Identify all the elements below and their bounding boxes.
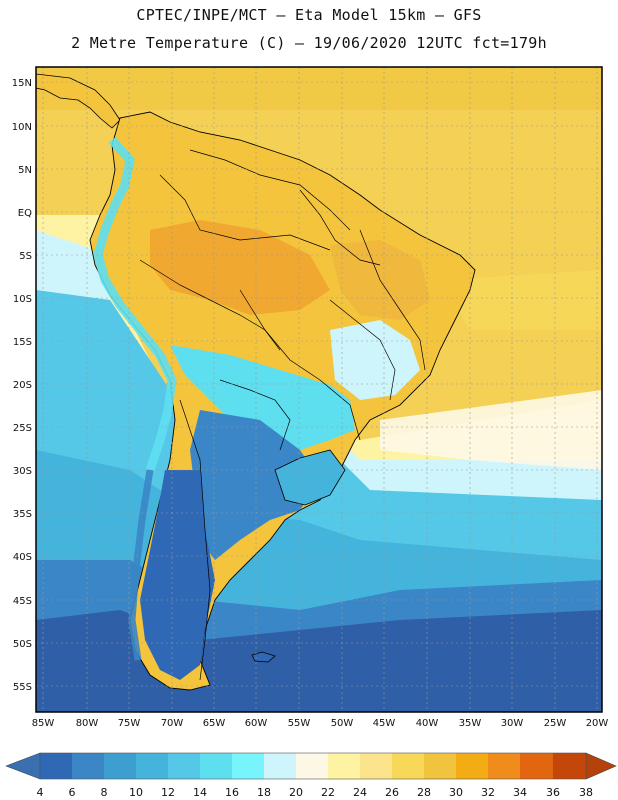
colorbar-labels: 4 6 8 10 12 14 16 18 20 22 24 26 28 30 3… [37,786,594,799]
colorbar-label: 20 [289,786,303,799]
lat-label: 55S [13,682,32,693]
lon-label: 45W [373,718,396,729]
lon-label: 60W [245,718,268,729]
lon-label: 55W [288,718,311,729]
colorbar-label: 30 [449,786,463,799]
lat-label: 35S [13,509,32,520]
colorbar-label: 18 [257,786,271,799]
lon-label: 30W [501,718,524,729]
lat-label: 45S [13,596,32,607]
patagonia-cold-zone [140,470,215,680]
lat-label: 20S [13,380,32,391]
lat-label: 25S [13,423,32,434]
colorbar-swatch [488,753,520,779]
lon-label: 80W [76,718,99,729]
colorbar-swatch [520,753,553,779]
colorbar-label: 4 [37,786,44,799]
lon-label: 70W [161,718,184,729]
colorbar-swatch [136,753,168,779]
central-america [35,73,121,129]
colorbar-swatch [328,753,360,779]
border-brazil-states-2 [329,299,396,401]
ocean-warm-patch [440,270,602,330]
lat-label: 10N [12,122,32,133]
lat-label: 30S [13,466,32,477]
colorbar-label: 32 [481,786,495,799]
border-guyanas [299,189,381,266]
border-colombia-peru [159,174,331,251]
border-paraguay [219,379,291,451]
lat-label: 40S [13,552,32,563]
colorbar-swatch [200,753,232,779]
border-venezuela-brazil [189,149,351,231]
amazon-hot-core [150,220,330,315]
colorbar-swatch [264,753,296,779]
map-frame [35,66,603,713]
colorbar-swatch [40,753,72,779]
colorbar-swatch [456,753,488,779]
colorbar-swatch [424,753,456,779]
colorbar-label: 8 [101,786,108,799]
lon-label: 50W [331,718,354,729]
colorbar [5,752,617,780]
ocean-tropical-band [36,67,602,110]
southeast-highlands [330,320,420,400]
lat-label: 5N [18,165,32,176]
colorbar-swatch [168,753,200,779]
lon-label: 85W [32,718,55,729]
colorbar-swatch [104,753,136,779]
lat-label: EQ [18,208,32,219]
lat-lon-grid [36,67,602,712]
south-central-cool-zone [170,345,355,455]
lon-label: 35W [459,718,482,729]
colorbar-label: 24 [353,786,367,799]
colorbar-label: 26 [385,786,399,799]
colorbar-swatch [553,753,586,779]
colorbar-swatch [296,753,328,779]
colorbar-swatch [72,753,104,779]
latitude-labels: 15N 10N 5N EQ 5S 10S 15S 20S 25S 30S 35S… [12,78,32,693]
lat-label: 50S [13,639,32,650]
colorbar-label: 16 [225,786,239,799]
colorbar-label: 28 [417,786,431,799]
lat-label: 5S [19,251,32,262]
colorbar-label: 22 [321,786,335,799]
colorbar-outline [39,752,587,780]
falkland-islands [251,651,276,663]
colorbar-right-arrow [585,752,617,780]
lat-label: 15N [12,78,32,89]
lon-label: 75W [118,718,141,729]
colorbar-swatch [392,753,424,779]
colorbar-swatch [360,753,392,779]
lat-label: 15S [13,337,32,348]
colorbar-left-arrow [5,752,41,780]
colorbar-label: 6 [69,786,76,799]
lon-label: 65W [203,718,226,729]
lon-label: 40W [416,718,439,729]
andes-spine [93,136,177,472]
lat-label: 10S [13,294,32,305]
country-borders [139,149,426,681]
colorbar-label: 36 [546,786,560,799]
colorbar-swatch [232,753,264,779]
argentina-plains [190,410,320,560]
lon-label: 20W [586,718,609,729]
title-line-2: 2 Metre Temperature (C) – 19/06/2020 12U… [71,34,547,52]
border-chile-argentina [179,399,211,681]
longitude-labels: 85W 80W 75W 70W 65W 60W 55W 50W 45W 40W … [32,718,609,729]
border-bolivia-brazil [239,289,361,441]
ocean-warm-tongue [380,390,602,470]
colorbar-label: 34 [513,786,527,799]
southern-andes [128,469,154,661]
colorbar-label: 12 [161,786,175,799]
colorbar-label: 10 [129,786,143,799]
lon-label: 25W [544,718,567,729]
title-line-1: CPTEC/INPE/MCT – Eta Model 15km – GFS [136,6,482,24]
colorbar-label: 14 [193,786,207,799]
colorbar-label: 38 [579,786,593,799]
uruguay-region [274,449,346,506]
